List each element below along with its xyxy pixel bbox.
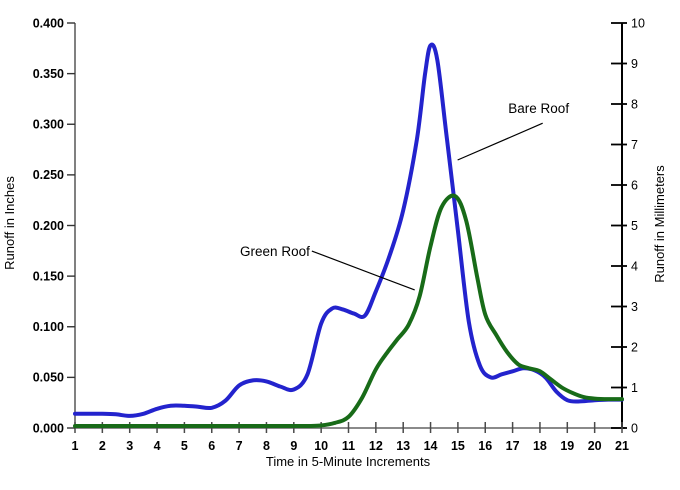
- y-right-tick-label: 9: [631, 57, 638, 71]
- x-tick-label: 21: [615, 439, 629, 453]
- y-right-tick-label: 3: [631, 300, 638, 314]
- y-right-tick-label: 8: [631, 97, 638, 111]
- x-tick-label: 17: [506, 439, 520, 453]
- x-tick-label: 11: [342, 439, 355, 453]
- x-tick-label: 19: [560, 439, 574, 453]
- x-tick-label: 20: [588, 439, 602, 453]
- bare-roof-leader-line: [457, 122, 543, 161]
- bare-roof-label: Bare Roof: [508, 101, 569, 116]
- y-left-tick-label: 0.250: [33, 168, 64, 182]
- x-tick-label: 4: [154, 439, 161, 453]
- x-tick-label: 9: [290, 439, 297, 453]
- x-tick-label: 7: [236, 439, 243, 453]
- y-right-tick-label: 1: [631, 381, 638, 395]
- y-right-tick-label: 7: [631, 138, 638, 152]
- y-left-tick-label: 0.400: [33, 16, 64, 30]
- series-annotations: Bare Roof Green Roof: [240, 101, 569, 291]
- y-axis-right-title: Runoff in Millimeters: [652, 165, 667, 283]
- y-left-tick-label: 0.350: [33, 67, 64, 81]
- y-right-tick-label: 5: [631, 219, 638, 233]
- x-tick-label: 3: [126, 439, 133, 453]
- x-tick-label: 18: [533, 439, 547, 453]
- y-left-tick-label: 0.000: [33, 421, 64, 435]
- x-tick-label: 5: [181, 439, 188, 453]
- x-axis-title: Time in 5-Minute Increments: [266, 454, 431, 469]
- x-tick-label: 1: [72, 439, 79, 453]
- bare-roof-line: [73, 42, 624, 418]
- x-tick-label: 2: [99, 439, 106, 453]
- y-right-tick-label: 4: [631, 259, 638, 273]
- x-tick-label: 8: [263, 439, 270, 453]
- y-left-tick-label: 0.200: [33, 219, 64, 233]
- y-axis-left-title: Runoff in Inches: [2, 176, 17, 270]
- green-roof-line: [73, 193, 624, 429]
- x-tick-label: 13: [396, 439, 410, 453]
- green-roof-leader-line: [311, 250, 415, 291]
- x-tick-label: 15: [451, 439, 465, 453]
- x-tick-label: 10: [314, 439, 328, 453]
- x-tick-label: 16: [478, 439, 492, 453]
- y-right-tick-label: 10: [631, 16, 645, 30]
- x-tick-label: 6: [208, 439, 215, 453]
- y-left-tick-label: 0.050: [33, 371, 64, 385]
- series-lines: [73, 42, 624, 429]
- green-roof-label: Green Roof: [240, 244, 310, 259]
- x-tick-label: 12: [369, 439, 383, 453]
- x-tick-label: 14: [424, 439, 438, 453]
- y-left-tick-label: 0.150: [33, 269, 64, 283]
- y-left-tick-label: 0.300: [33, 118, 64, 132]
- y-right-tick-label: 0: [631, 421, 638, 435]
- y-right-tick-label: 6: [631, 178, 638, 192]
- y-left-tick-label: 0.100: [33, 320, 64, 334]
- tick-labels: 0.000 0.050 0.100 0.150 0.200 0.250 0.300 0.350…: [33, 16, 645, 453]
- y-right-tick-label: 2: [631, 340, 638, 354]
